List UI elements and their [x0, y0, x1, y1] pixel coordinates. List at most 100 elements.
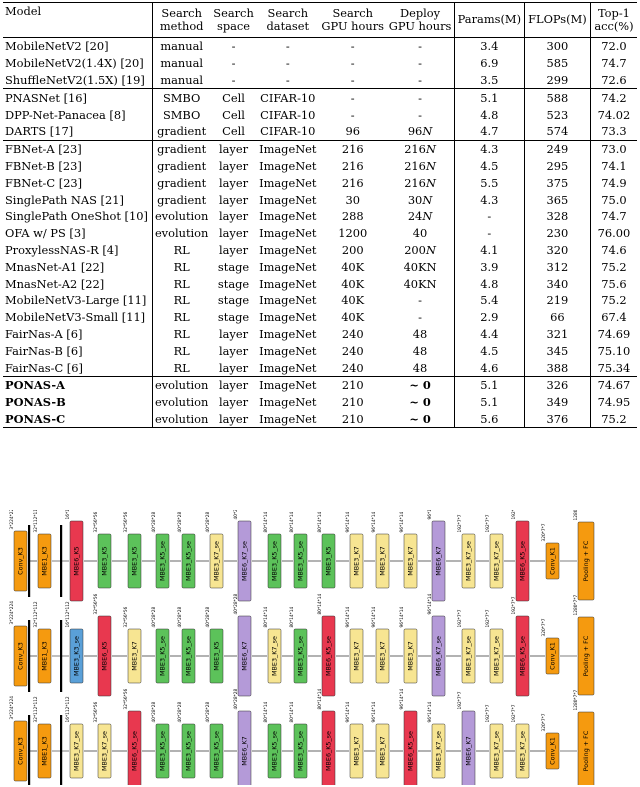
block-dimension: 40*28*28: [177, 512, 183, 533]
block-mbe3_k5: [267, 533, 282, 589]
block-label: MBE3_K5_se: [213, 731, 221, 771]
cell-search-gpu-hours: 40K: [341, 310, 365, 325]
block-dimension: 96*14*14: [399, 689, 405, 710]
cell-model: ProxylessNAS-R [4]: [3, 241, 153, 259]
cell-flops: 365: [524, 191, 591, 208]
block-mbe3_k5: [155, 628, 170, 684]
cell-search-space: layer: [219, 175, 249, 190]
block-label: MBE3_K3_se: [73, 636, 81, 676]
header-flops: FLOPs(M): [524, 2, 591, 38]
table-row: PONAS-A evolution layer ImageNet 210 ~ 0 5.1 32…: [3, 375, 637, 394]
block-dimension: 192*7*7: [485, 514, 491, 532]
cell-model: PONAS-B: [3, 393, 153, 411]
cell-deploy-gpu-hours: 216N: [386, 139, 455, 158]
cell-search-space: Cell: [222, 107, 245, 122]
cell-search-dataset: ImageNet: [259, 310, 317, 325]
cell-flops: 230: [524, 224, 591, 242]
cell-deploy-gpu-hours: 24N: [386, 207, 455, 225]
cell-search-method: RL: [173, 276, 190, 291]
cell-flops: 574: [524, 122, 591, 141]
cell-params: 4.5: [454, 157, 525, 175]
cell-flops: 321: [524, 325, 591, 343]
header-text: Top-1: [597, 5, 630, 20]
cell-model: FBNet-C [23]: [3, 174, 153, 192]
table-row: MobileNetV3-Large [11] RL stage ImageNet 40K…: [3, 291, 637, 309]
block-mbe3_k7: [489, 723, 504, 779]
cell-deploy-gpu-hours: 48: [386, 342, 455, 360]
block-mbe3_k5: [267, 723, 282, 779]
block-label: MBE6_K7: [241, 641, 249, 670]
cell-model: MnasNet-A1 [22]: [3, 258, 153, 276]
block-mbe6_k5: [321, 710, 336, 785]
cell-top1-acc: 74.7: [601, 209, 627, 224]
cell-flops: 249: [524, 139, 591, 158]
block-mbe3_k7: [349, 533, 364, 589]
cell-search-gpu-hours: 40K: [341, 259, 365, 274]
block-label: MBE3_K5: [131, 546, 139, 575]
cell-params: 5.6: [454, 410, 525, 429]
cell-model: OFA w/ PS [3]: [3, 224, 153, 242]
table-row: FBNet-A [23] gradient layer ImageNet 216 216N…: [3, 139, 637, 158]
block-label: MBE3_K7: [353, 641, 361, 670]
block-mbe3_k5: [127, 533, 142, 589]
block-dimension: 96*14*14: [371, 702, 377, 723]
cell-deploy-gpu-hours: 96N: [386, 122, 455, 141]
cell-top1-acc: 75.10: [597, 343, 631, 358]
block-mbe3_k5: [293, 723, 308, 779]
cell-search-space: stage: [217, 310, 250, 325]
cell-search-dataset: ImageNet: [256, 375, 320, 394]
block-mbe6_k7: [237, 710, 252, 785]
cell-search-gpu-hours: -: [350, 56, 355, 71]
block-dimension: 32*112*112: [33, 696, 39, 722]
block-dimension: 32*56*56: [123, 607, 129, 628]
block-mbe3_k5: [293, 628, 308, 684]
block-mbe3_k7: [349, 628, 364, 684]
cell-top1-acc: 67.4: [601, 310, 627, 325]
cell-model: FBNet-B [23]: [3, 157, 153, 175]
cell-search-gpu-hours: -: [350, 72, 355, 87]
cell-top1-acc: 74.6: [601, 242, 627, 257]
block-mbe3_k5: [97, 533, 112, 589]
cell-deploy-gpu-hours: -: [386, 71, 455, 89]
block-label: MBE3_K5_se: [185, 636, 193, 676]
block-dimension: 80*14*14: [263, 512, 269, 533]
cell-search-gpu-hours: 1200: [338, 226, 368, 241]
block-dimension: 16*112*112: [65, 601, 71, 627]
block-mbe3_k7: [375, 723, 390, 779]
table-row: DPP-Net-Panacea [8] SMBO Cell CIFAR-10- -4.8…: [3, 106, 637, 123]
block-mbe6_k5: [69, 520, 84, 602]
block-label: MBE6_K7_se: [435, 636, 443, 676]
cell-deploy-gpu-hours: -: [386, 308, 455, 326]
cell-search-space: layer: [210, 375, 257, 394]
block-dimension: 96*14*14: [345, 702, 351, 723]
block-label: MBE3_K7: [353, 546, 361, 575]
cell-params: 4.8: [454, 275, 525, 292]
cell-model: PONAS-A: [3, 375, 153, 394]
cell-search-gpu-hours: 240: [341, 326, 364, 341]
cell-search-space: layer: [219, 326, 249, 341]
cell-params: 4.1: [454, 241, 525, 259]
cell-params: 5.1: [454, 393, 525, 411]
block-label: MBE3_K5_se: [271, 541, 279, 581]
block-label: MBE6_K5: [73, 546, 81, 575]
cell-flops: 523: [524, 106, 591, 123]
block-mbe1: [37, 628, 52, 684]
block-label: MBE6_K7_se: [241, 541, 249, 581]
block-dimension: 1280*7*7: [573, 595, 579, 616]
block-mbe6_k7: [237, 615, 252, 697]
block-label: MBE6_K5_se: [325, 731, 333, 771]
block-mbe3_k7: [461, 628, 476, 684]
block-mbe3_k7: [349, 723, 364, 779]
block-mbe1: [37, 533, 52, 589]
header-text: Search: [213, 5, 254, 20]
cell-search-dataset: ImageNet: [259, 192, 317, 207]
table-row: FBNet-C [23] gradient layer ImageNet 216 216N…: [3, 174, 637, 192]
cell-search-method: evolution: [152, 375, 211, 394]
cell-search-dataset: ImageNet: [259, 395, 317, 410]
block-label: MBE3_K7_se: [271, 636, 279, 676]
cell-search-dataset: ImageNet: [259, 242, 317, 257]
block-label: MBE3_K7_se: [493, 541, 501, 581]
block-dimension: 40*28*28: [233, 510, 239, 520]
block-mbe1: [37, 723, 52, 779]
block-label: Conv_K1: [549, 737, 557, 765]
